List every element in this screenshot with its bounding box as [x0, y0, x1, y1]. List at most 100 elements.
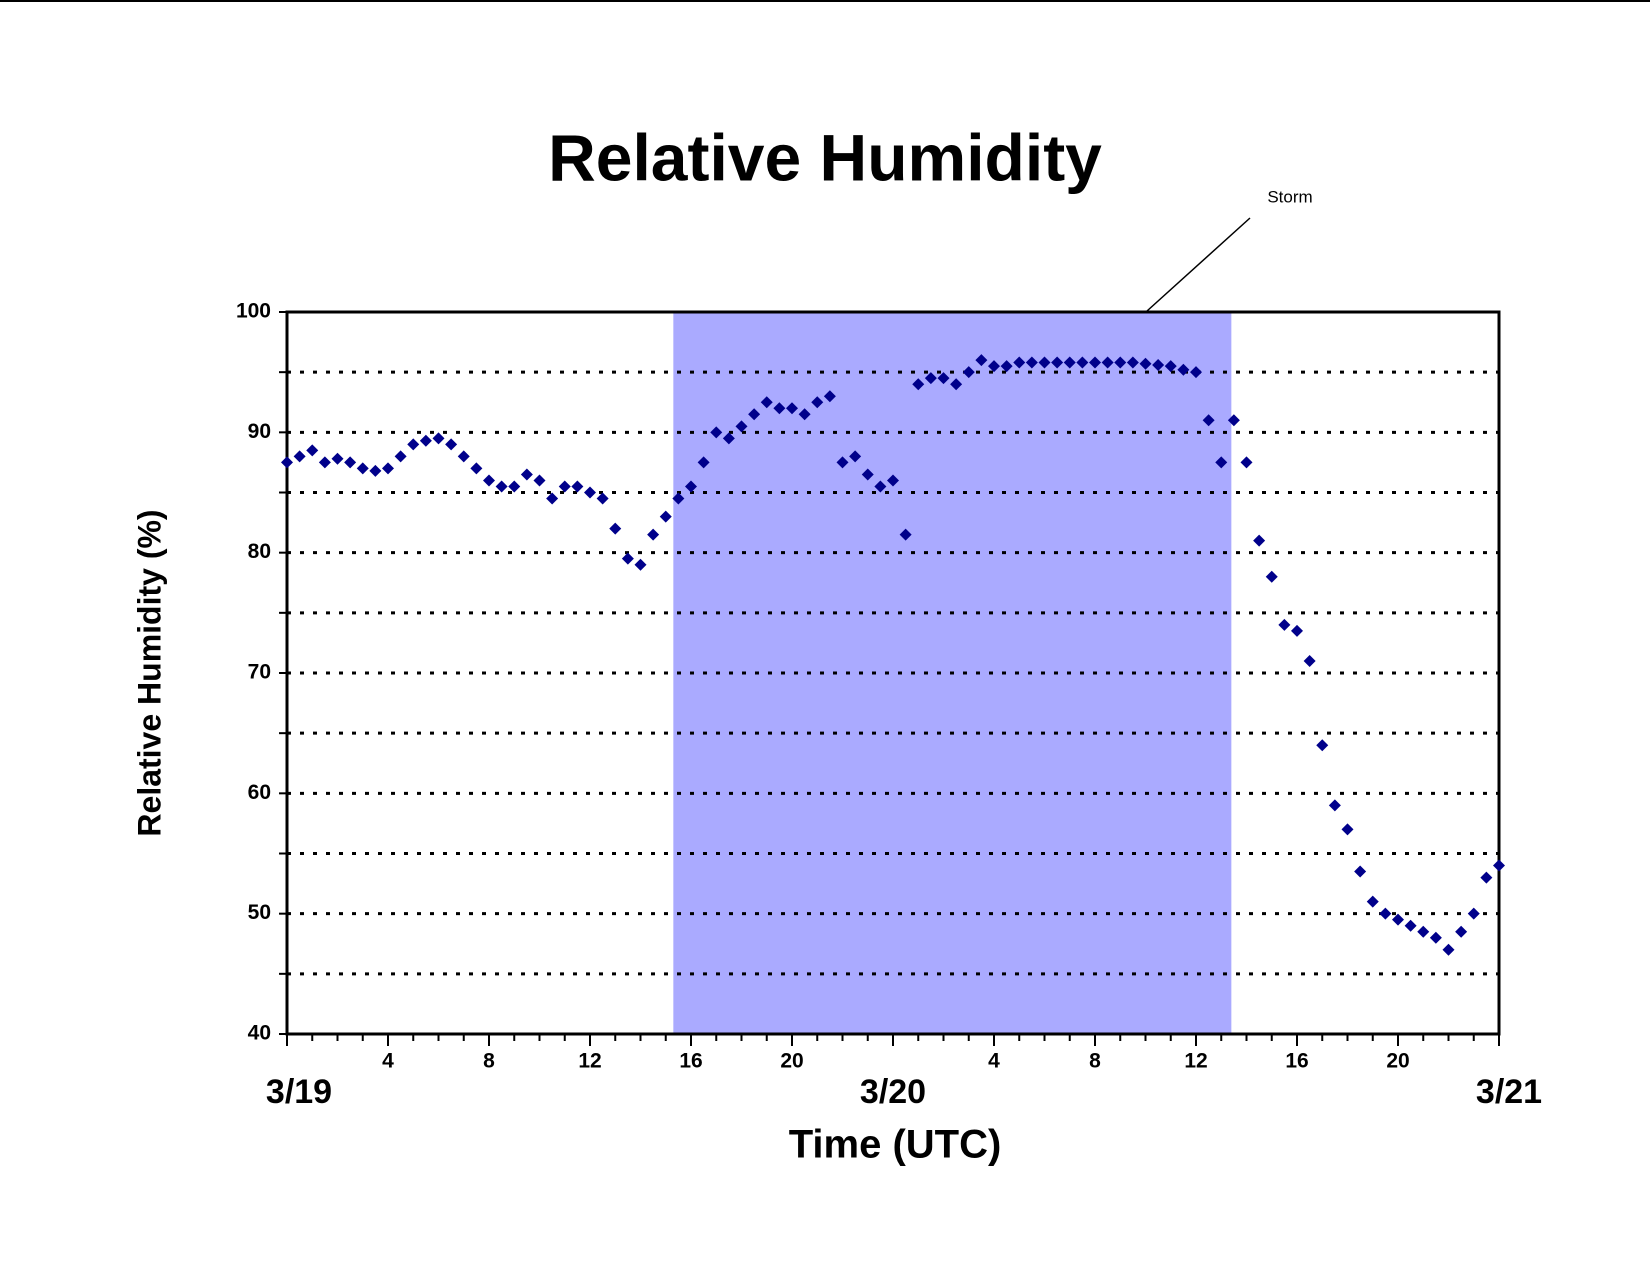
data-point — [1076, 356, 1089, 369]
chart-title: Relative Humidity — [548, 120, 1102, 194]
data-point — [1278, 618, 1291, 631]
x-tick-label: 16 — [1285, 1050, 1308, 1073]
data-point — [1265, 570, 1278, 583]
data-point — [495, 480, 508, 493]
data-point — [1303, 654, 1316, 667]
data-point — [887, 474, 899, 487]
data-point — [722, 432, 735, 445]
x-tick-label: 20 — [780, 1050, 803, 1073]
data-point — [1227, 414, 1240, 427]
data-point — [1417, 925, 1430, 938]
x-axis-title: Time (UTC) — [789, 1123, 1002, 1167]
annotation-line — [1146, 217, 1251, 312]
data-point — [735, 420, 748, 433]
y-axis-title: Relative Humidity (%) — [131, 509, 167, 836]
data-point — [760, 396, 773, 409]
data-point — [483, 474, 495, 487]
data-point — [823, 390, 836, 403]
data-point — [685, 480, 697, 493]
data-point — [672, 492, 685, 505]
data-point — [1480, 871, 1493, 884]
data-point — [558, 480, 571, 493]
data-point — [1177, 363, 1190, 376]
data-point — [659, 510, 672, 523]
data-point — [773, 402, 786, 415]
data-point — [1063, 356, 1076, 369]
data-point — [445, 438, 458, 451]
data-point — [1316, 739, 1329, 752]
data-point — [382, 462, 394, 475]
data-point — [836, 456, 849, 469]
data-point — [356, 462, 369, 475]
data-point — [584, 486, 596, 499]
data-point — [520, 468, 533, 481]
data-point — [1101, 356, 1114, 369]
data-point — [950, 378, 963, 391]
y-tick-label: 70 — [248, 661, 271, 684]
data-point — [1354, 865, 1367, 878]
x-tick-label: 12 — [1184, 1050, 1207, 1073]
data-point — [899, 528, 912, 541]
data-point — [1013, 356, 1026, 369]
data-point — [1291, 624, 1303, 637]
data-point — [533, 474, 546, 487]
x-date-label: 3/19 — [266, 1073, 332, 1111]
x-date-label: 3/20 — [860, 1073, 926, 1111]
data-point — [697, 456, 710, 469]
data-point — [1240, 456, 1253, 469]
x-tick-label: 20 — [1386, 1050, 1409, 1073]
data-point — [1328, 799, 1341, 812]
plot-frame — [285, 310, 1501, 1036]
data-point — [988, 360, 1000, 373]
data-point — [457, 450, 470, 463]
data-point — [874, 480, 887, 493]
data-point — [470, 462, 483, 475]
data-point — [1467, 907, 1480, 920]
data-point — [1253, 534, 1266, 547]
x-tick-label: 8 — [483, 1050, 495, 1073]
data-point — [1366, 895, 1379, 908]
data-point — [1455, 925, 1468, 938]
data-point — [596, 492, 609, 505]
data-point — [924, 372, 937, 385]
data-point — [710, 426, 723, 439]
data-point — [937, 372, 950, 385]
data-point — [1089, 356, 1101, 369]
annotation: Storm — [1267, 187, 1312, 206]
data-point — [394, 450, 407, 463]
data-point — [344, 456, 357, 469]
data-point — [1000, 360, 1013, 373]
data-point — [1025, 356, 1038, 369]
x-tick-label: 12 — [578, 1050, 601, 1073]
data-point — [798, 408, 811, 421]
data-point — [1164, 360, 1177, 373]
data-point — [786, 402, 798, 415]
y-tick-label: 60 — [248, 781, 271, 804]
data-point — [1152, 358, 1165, 371]
data-point — [647, 528, 660, 541]
y-tick-label: 100 — [236, 300, 271, 323]
data-point — [811, 396, 824, 409]
y-tick-label: 50 — [248, 901, 271, 924]
data-point — [621, 552, 634, 565]
data-point — [1442, 943, 1455, 956]
data-point — [1139, 357, 1152, 370]
data-point — [912, 378, 925, 391]
data-point — [318, 456, 331, 469]
data-point — [634, 558, 647, 571]
data-point — [419, 434, 432, 447]
data-point — [1051, 356, 1064, 369]
data-point — [571, 480, 584, 493]
data-point — [1215, 456, 1228, 469]
data-point — [861, 468, 874, 481]
data-point — [748, 408, 761, 421]
data-point — [1429, 931, 1442, 944]
data-point — [1126, 356, 1139, 369]
data-point — [306, 444, 319, 457]
data-point — [1392, 913, 1404, 926]
data-point — [281, 456, 293, 469]
data-point — [1341, 823, 1354, 836]
data-point — [407, 438, 420, 451]
data-point — [508, 480, 521, 493]
data-point — [1190, 366, 1202, 379]
